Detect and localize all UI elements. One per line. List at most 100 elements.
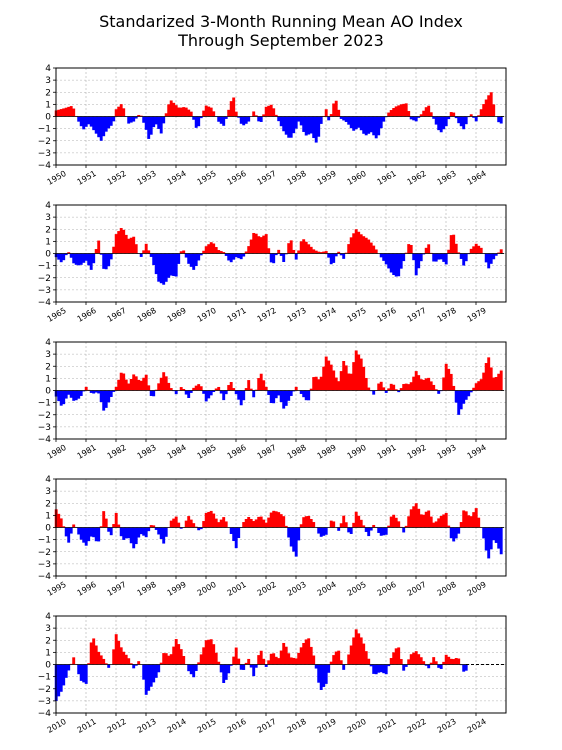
positive-bar [392,514,396,528]
positive-bar [177,644,181,665]
y-tick-label: 4 [45,475,51,485]
positive-bar [114,234,118,254]
positive-bar [499,249,503,254]
positive-bar [389,110,393,117]
positive-bar [307,244,311,254]
positive-bar [394,389,398,391]
positive-bar [477,115,481,117]
positive-bar [392,384,396,391]
positive-bar [257,236,261,254]
x-tick-label: 1963 [436,169,458,187]
positive-bar [302,642,306,665]
negative-bar [72,253,76,264]
y-tick-label: −3 [38,149,51,159]
x-tick-label: 2021 [376,717,398,735]
y-tick-label: 2 [45,499,51,509]
positive-bar [449,112,453,117]
negative-bar [174,253,178,277]
positive-bar [199,386,203,391]
positive-bar [84,386,88,391]
negative-bar [224,253,228,256]
negative-bar [339,253,343,256]
negative-bar [242,390,246,401]
x-tick-label: 2010 [46,717,68,735]
positive-bar [204,105,208,117]
positive-bar [444,512,448,528]
positive-bar [329,661,333,665]
negative-bar [469,390,473,393]
positive-bar [407,244,411,254]
negative-bar [129,527,133,544]
y-tick-label: −4 [38,709,52,719]
positive-bar [317,379,321,391]
positive-bar [359,358,363,391]
negative-bar [367,527,371,537]
negative-bar [74,390,78,401]
negative-bar [279,253,283,256]
positive-bar [357,633,361,665]
negative-bar [82,527,86,543]
positive-bar [332,521,336,528]
negative-bar [184,253,188,258]
negative-bar [192,664,196,678]
positive-bar [262,235,266,254]
negative-bar [462,390,466,404]
negative-bar [419,253,423,262]
positive-bar [57,513,61,528]
negative-bar [289,116,293,138]
x-tick-label: 2012 [106,717,128,735]
positive-bar [174,516,178,528]
negative-bar [459,116,463,127]
negative-bar [97,116,101,138]
positive-bar [249,388,253,391]
negative-bar [494,527,498,543]
negative-bar [107,253,111,267]
negative-bar [59,664,63,692]
positive-bar [169,388,173,391]
positive-bar [134,244,138,254]
positive-bar [477,245,481,254]
positive-bar [469,114,473,117]
negative-bar [402,664,406,671]
y-tick-label: −2 [38,685,51,695]
positive-bar [299,647,303,665]
negative-bar [207,390,211,399]
y-tick-label: 4 [45,64,51,74]
negative-bar [234,390,238,395]
positive-bar [324,109,328,117]
positive-bar [262,658,266,665]
positive-bar [454,658,458,665]
positive-bar [147,250,151,254]
positive-bar [397,647,401,665]
negative-bar [79,664,83,681]
negative-bar [432,116,436,119]
positive-bar [72,657,76,665]
positive-bar [259,237,263,254]
positive-bar [374,249,378,254]
y-tick-label: 4 [45,612,51,622]
negative-bar [372,390,376,395]
negative-bar [187,664,191,672]
positive-bar [297,250,301,254]
positive-bar [244,388,248,391]
positive-bar [372,245,376,254]
positive-bar [487,95,491,117]
positive-bar [289,240,293,254]
positive-bar [347,654,351,665]
positive-bar [207,106,211,117]
negative-bar [319,664,323,690]
positive-bar [309,519,313,528]
positive-bar [407,659,411,665]
negative-bar [192,116,196,120]
negative-bar [67,527,71,543]
negative-bar [152,253,156,266]
negative-bar [157,253,161,282]
y-tick-label: 2 [45,636,51,646]
negative-bar [184,390,188,395]
negative-bar [299,116,303,126]
negative-bar [397,253,401,277]
negative-bar [62,664,66,686]
positive-bar [427,244,431,254]
